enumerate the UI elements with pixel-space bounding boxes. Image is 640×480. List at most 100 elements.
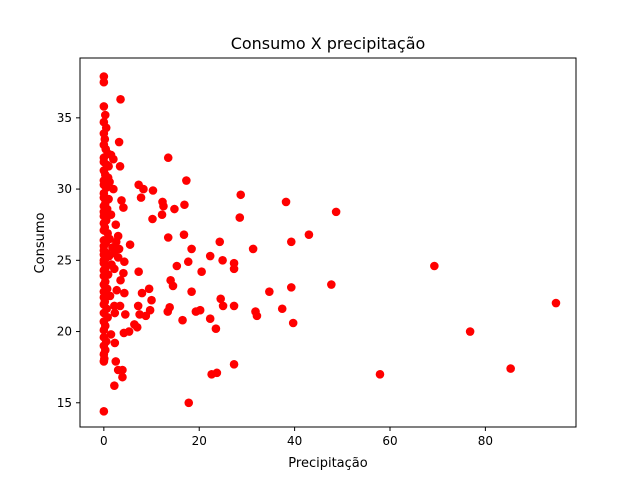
data-point [121, 310, 130, 319]
data-point [183, 257, 193, 267]
x-tick-label: 0 [100, 434, 108, 448]
data-point [286, 283, 296, 292]
data-point [119, 328, 129, 338]
data-point [205, 251, 215, 261]
y-axis-ticks: 15 20 25 30 35 [57, 111, 80, 410]
data-point [125, 240, 135, 249]
y-tick-label: 25 [57, 253, 72, 267]
plot-area-frame [79, 57, 577, 428]
data-point [168, 281, 178, 291]
data-point [133, 301, 143, 311]
data-point [465, 327, 475, 336]
data-point [119, 268, 128, 278]
data-point [116, 275, 125, 285]
x-tick-label: 80 [478, 434, 493, 448]
x-axis-label: Precipitação [288, 456, 367, 471]
data-point [147, 295, 156, 305]
data-point [163, 153, 173, 163]
data-point [113, 253, 123, 262]
data-point [331, 207, 341, 217]
data-point [506, 364, 515, 373]
data-point [205, 314, 215, 324]
data-point [99, 102, 109, 111]
data-point [304, 230, 314, 239]
x-tick-label: 20 [192, 434, 207, 448]
data-point [115, 301, 125, 311]
data-point [110, 381, 119, 390]
data-point [110, 338, 120, 348]
data-point [115, 161, 125, 171]
data-point [179, 230, 189, 239]
data-point [118, 372, 127, 382]
data-point [178, 315, 187, 325]
data-point [218, 301, 228, 311]
data-point [180, 200, 189, 210]
data-point [252, 311, 262, 321]
data-point [117, 196, 126, 205]
data-point [187, 244, 196, 254]
data-point [139, 184, 148, 194]
x-tick-label: 40 [287, 434, 302, 448]
data-point [187, 287, 196, 296]
data-point [136, 193, 146, 202]
data-point [215, 237, 225, 247]
data-point [195, 305, 205, 315]
data-point [159, 201, 168, 211]
data-point [170, 204, 179, 214]
data-point [375, 369, 385, 379]
data-point [265, 287, 274, 296]
y-tick-label: 15 [57, 396, 72, 410]
data-point [157, 210, 167, 220]
data-point [229, 264, 239, 274]
data-point [119, 203, 128, 212]
data-point [148, 186, 158, 195]
data-point [134, 267, 143, 277]
chart-title: Consumo X precipitação [231, 34, 426, 53]
data-point [114, 137, 124, 147]
data-point [229, 360, 239, 369]
data-point [229, 301, 239, 311]
data-point [327, 280, 336, 289]
data-point [118, 365, 127, 375]
data-point [110, 264, 119, 274]
data-point [236, 190, 246, 200]
x-axis-ticks: 0 20 40 60 80 [100, 427, 493, 448]
data-point [112, 285, 122, 295]
data-point [141, 311, 151, 321]
data-point [109, 184, 118, 194]
data-point [106, 330, 116, 339]
data-point [430, 261, 439, 271]
data-point [144, 284, 154, 294]
data-point [111, 357, 121, 366]
data-point [137, 288, 147, 298]
data-point [111, 220, 121, 229]
data-point [211, 324, 221, 333]
data-point [218, 256, 227, 265]
data-point [286, 237, 296, 247]
data-point [99, 77, 109, 87]
data-point [163, 233, 173, 242]
data-point [100, 110, 110, 120]
data-point [163, 307, 173, 316]
y-tick-label: 35 [57, 111, 72, 125]
data-point [148, 214, 157, 224]
data-point [99, 407, 109, 416]
y-tick-label: 30 [57, 182, 72, 196]
data-point [288, 318, 298, 328]
data-point [248, 244, 258, 254]
data-point [110, 308, 120, 318]
points-layer [99, 72, 561, 416]
data-point [116, 95, 125, 104]
data-point [109, 154, 118, 164]
data-point [120, 288, 129, 298]
data-point [132, 322, 142, 332]
data-point [207, 369, 216, 379]
data-point [106, 210, 116, 220]
data-point [172, 261, 182, 271]
y-axis-label: Consumo [33, 213, 48, 274]
data-point [277, 304, 287, 314]
x-tick-label: 60 [382, 434, 397, 448]
data-point [197, 267, 206, 277]
data-point [216, 294, 225, 304]
